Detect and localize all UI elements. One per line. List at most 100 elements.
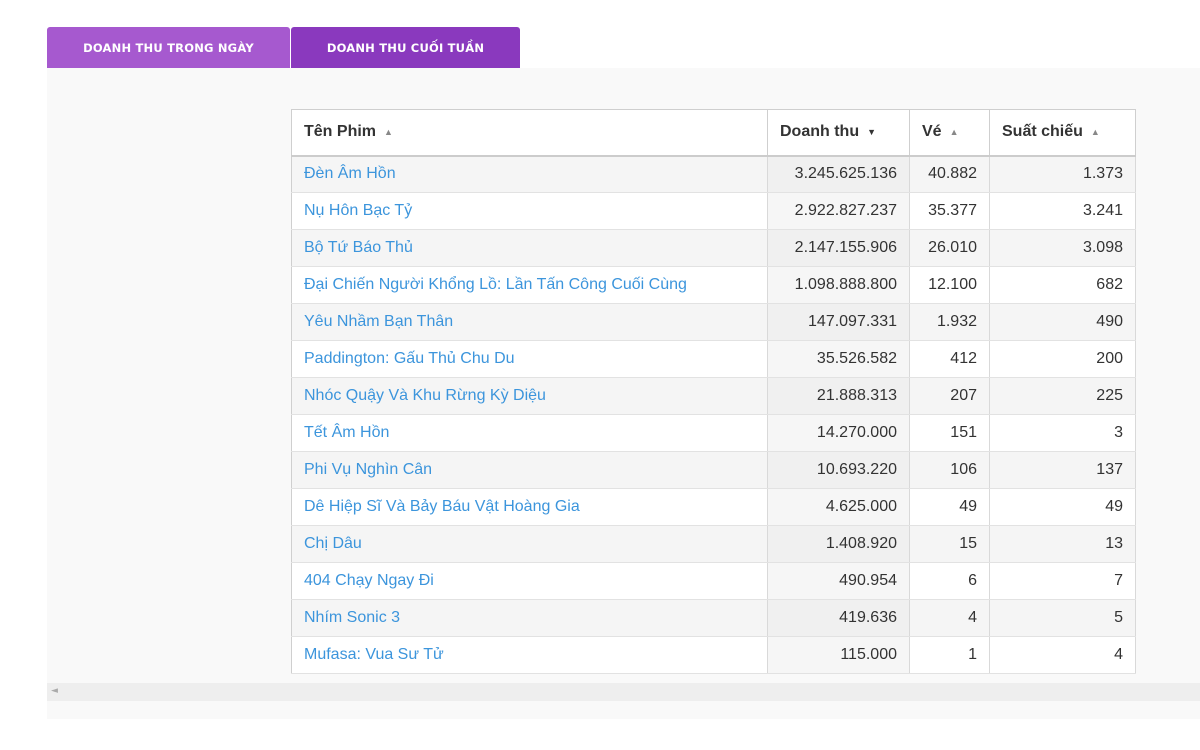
name-column-cell: Paddington: Gấu Thủ Chu Du <box>291 340 768 378</box>
tab-weekend-revenue[interactable]: DOANH THU CUỐI TUẦN <box>291 27 520 68</box>
tickets-cell: 12.100 <box>909 266 990 304</box>
movie-title-link[interactable]: Chị Dâu <box>304 535 362 552</box>
column-header-name[interactable]: Tên Phim ▲ <box>291 109 768 157</box>
table-row: Bộ Tứ Báo Thủ 2.147.155.906 26.010 3.098 <box>291 229 1136 267</box>
revenue-cell: 2.922.827.237 <box>767 192 910 230</box>
shows-cell: 490 <box>989 303 1136 341</box>
revenue-cell: 2.147.155.906 <box>767 229 910 267</box>
table-row: Nhím Sonic 3 419.636 4 5 <box>291 599 1136 637</box>
name-column-cell: Mufasa: Vua Sư Tử <box>291 636 768 674</box>
shows-cell: 7 <box>989 562 1136 600</box>
table-row: Yêu Nhầm Bạn Thân 147.097.331 1.932 490 <box>291 303 1136 341</box>
table-header-row: Tên Phim ▲ Doanh thu ▼ Vé ▲ Suất chiếu ▲ <box>291 109 1136 157</box>
scroll-left-arrow-icon[interactable]: ◄ <box>51 686 58 696</box>
tickets-cell: 15 <box>909 525 990 563</box>
movie-title-link[interactable]: Phi Vụ Nghìn Cân <box>304 461 433 478</box>
tickets-cell: 106 <box>909 451 990 489</box>
shows-cell: 3 <box>989 414 1136 452</box>
name-column-cell: 404 Chạy Ngay Đi <box>291 562 768 600</box>
tickets-cell: 4 <box>909 599 990 637</box>
revenue-cell: 147.097.331 <box>767 303 910 341</box>
tickets-cell: 412 <box>909 340 990 378</box>
name-column-cell: Nụ Hôn Bạc Tỷ <box>291 192 768 230</box>
movie-title-link[interactable]: Đèn Âm Hồn <box>304 165 396 183</box>
tab-content-panel: Tên Phim ▲ Doanh thu ▼ Vé ▲ Suất chiếu ▲ Đèn… <box>47 68 1200 719</box>
shows-cell: 225 <box>989 377 1136 415</box>
tickets-cell: 35.377 <box>909 192 990 230</box>
shows-cell: 4 <box>989 636 1136 674</box>
name-column-cell: Bộ Tứ Báo Thủ <box>291 229 768 267</box>
shows-cell: 5 <box>989 599 1136 637</box>
table-row: Mufasa: Vua Sư Tử 115.000 1 4 <box>291 636 1136 674</box>
name-column-cell: Nhóc Quậy Và Khu Rừng Kỳ Diệu <box>291 377 768 415</box>
revenue-cell: 490.954 <box>767 562 910 600</box>
table-row: Tết Âm Hồn 14.270.000 151 3 <box>291 414 1136 452</box>
table-row: Đèn Âm Hồn 3.245.625.136 40.882 1.373 <box>291 155 1136 193</box>
tickets-cell: 26.010 <box>909 229 990 267</box>
movie-title-link[interactable]: Nhóc Quậy Và Khu Rừng Kỳ Diệu <box>304 387 546 404</box>
tickets-cell: 1 <box>909 636 990 674</box>
movie-title-link[interactable]: Dê Hiệp Sĩ Và Bảy Báu Vật Hoàng Gia <box>304 498 580 515</box>
revenue-cell: 35.526.582 <box>767 340 910 378</box>
revenue-cell: 10.693.220 <box>767 451 910 489</box>
name-column-cell: Đèn Âm Hồn <box>291 155 768 193</box>
tickets-cell: 207 <box>909 377 990 415</box>
tickets-cell: 49 <box>909 488 990 526</box>
movie-title-link[interactable]: Yêu Nhầm Bạn Thân <box>304 313 454 330</box>
movie-title-link[interactable]: Nụ Hôn Bạc Tỷ <box>304 202 413 219</box>
column-header-shows[interactable]: Suất chiếu ▲ <box>989 109 1136 157</box>
movie-title-link[interactable]: 404 Chạy Ngay Đi <box>304 572 434 589</box>
name-column-cell: Yêu Nhầm Bạn Thân <box>291 303 768 341</box>
shows-cell: 137 <box>989 451 1136 489</box>
table-row: Nụ Hôn Bạc Tỷ 2.922.827.237 35.377 3.241 <box>291 192 1136 230</box>
movie-title-link[interactable]: Mufasa: Vua Sư Tử <box>304 646 444 663</box>
shows-cell: 3.098 <box>989 229 1136 267</box>
tickets-cell: 40.882 <box>909 155 990 193</box>
shows-cell: 1.373 <box>989 155 1136 193</box>
sort-descending-icon: ▼ <box>867 127 877 138</box>
column-header-revenue[interactable]: Doanh thu ▼ <box>767 109 910 157</box>
sort-ascending-icon: ▲ <box>949 127 959 138</box>
movie-title-link[interactable]: Tết Âm Hồn <box>304 424 390 441</box>
name-column-cell: Dê Hiệp Sĩ Và Bảy Báu Vật Hoàng Gia <box>291 488 768 526</box>
table-body: Đèn Âm Hồn 3.245.625.136 40.882 1.373 Nụ Hôn… <box>291 155 1136 674</box>
sort-ascending-icon: ▲ <box>1090 127 1100 138</box>
name-column-cell: Phi Vụ Nghìn Cân <box>291 451 768 489</box>
movie-title-link[interactable]: Paddington: Gấu Thủ Chu Du <box>304 350 515 367</box>
column-header-label: Tên Phim <box>304 123 377 141</box>
column-header-tickets[interactable]: Vé ▲ <box>909 109 990 157</box>
table-row: 404 Chạy Ngay Đi 490.954 6 7 <box>291 562 1136 600</box>
horizontal-scrollbar[interactable]: ◄ <box>47 683 1200 701</box>
revenue-cell: 21.888.313 <box>767 377 910 415</box>
shows-cell: 3.241 <box>989 192 1136 230</box>
sort-ascending-icon: ▲ <box>384 127 393 138</box>
table-row: Paddington: Gấu Thủ Chu Du 35.526.582 412 2… <box>291 340 1136 378</box>
movie-title-link[interactable]: Bộ Tứ Báo Thủ <box>304 239 413 256</box>
tickets-cell: 6 <box>909 562 990 600</box>
revenue-table: Tên Phim ▲ Doanh thu ▼ Vé ▲ Suất chiếu ▲ Đèn… <box>291 109 1136 674</box>
revenue-cell: 1.408.920 <box>767 525 910 563</box>
table-row: Dê Hiệp Sĩ Và Bảy Báu Vật Hoàng Gia 4.625… <box>291 488 1136 526</box>
column-header-label: Doanh thu <box>780 123 860 141</box>
revenue-cell: 419.636 <box>767 599 910 637</box>
table-row: Phi Vụ Nghìn Cân 10.693.220 106 137 <box>291 451 1136 489</box>
table-row: Đại Chiến Người Khổng Lồ: Lần Tấn Công C… <box>291 266 1136 304</box>
revenue-cell: 4.625.000 <box>767 488 910 526</box>
column-header-label: Suất chiếu <box>1002 123 1083 141</box>
shows-cell: 49 <box>989 488 1136 526</box>
movie-title-link[interactable]: Nhím Sonic 3 <box>304 609 401 626</box>
revenue-cell: 3.245.625.136 <box>767 155 910 193</box>
shows-cell: 682 <box>989 266 1136 304</box>
tickets-cell: 1.932 <box>909 303 990 341</box>
shows-cell: 13 <box>989 525 1136 563</box>
table-row: Chị Dâu 1.408.920 15 13 <box>291 525 1136 563</box>
tab-daily-revenue[interactable]: DOANH THU TRONG NGÀY <box>47 27 290 68</box>
table-row: Nhóc Quậy Và Khu Rừng Kỳ Diệu 21.888.313 2… <box>291 377 1136 415</box>
name-column-cell: Đại Chiến Người Khổng Lồ: Lần Tấn Công C… <box>291 266 768 304</box>
name-column-cell: Nhím Sonic 3 <box>291 599 768 637</box>
revenue-cell: 115.000 <box>767 636 910 674</box>
shows-cell: 200 <box>989 340 1136 378</box>
tab-bar: DOANH THU TRONG NGÀY DOANH THU CUỐI TUẦN <box>47 27 520 68</box>
movie-title-link[interactable]: Đại Chiến Người Khổng Lồ: Lần Tấn Công C… <box>304 276 687 293</box>
name-column-cell: Chị Dâu <box>291 525 768 563</box>
